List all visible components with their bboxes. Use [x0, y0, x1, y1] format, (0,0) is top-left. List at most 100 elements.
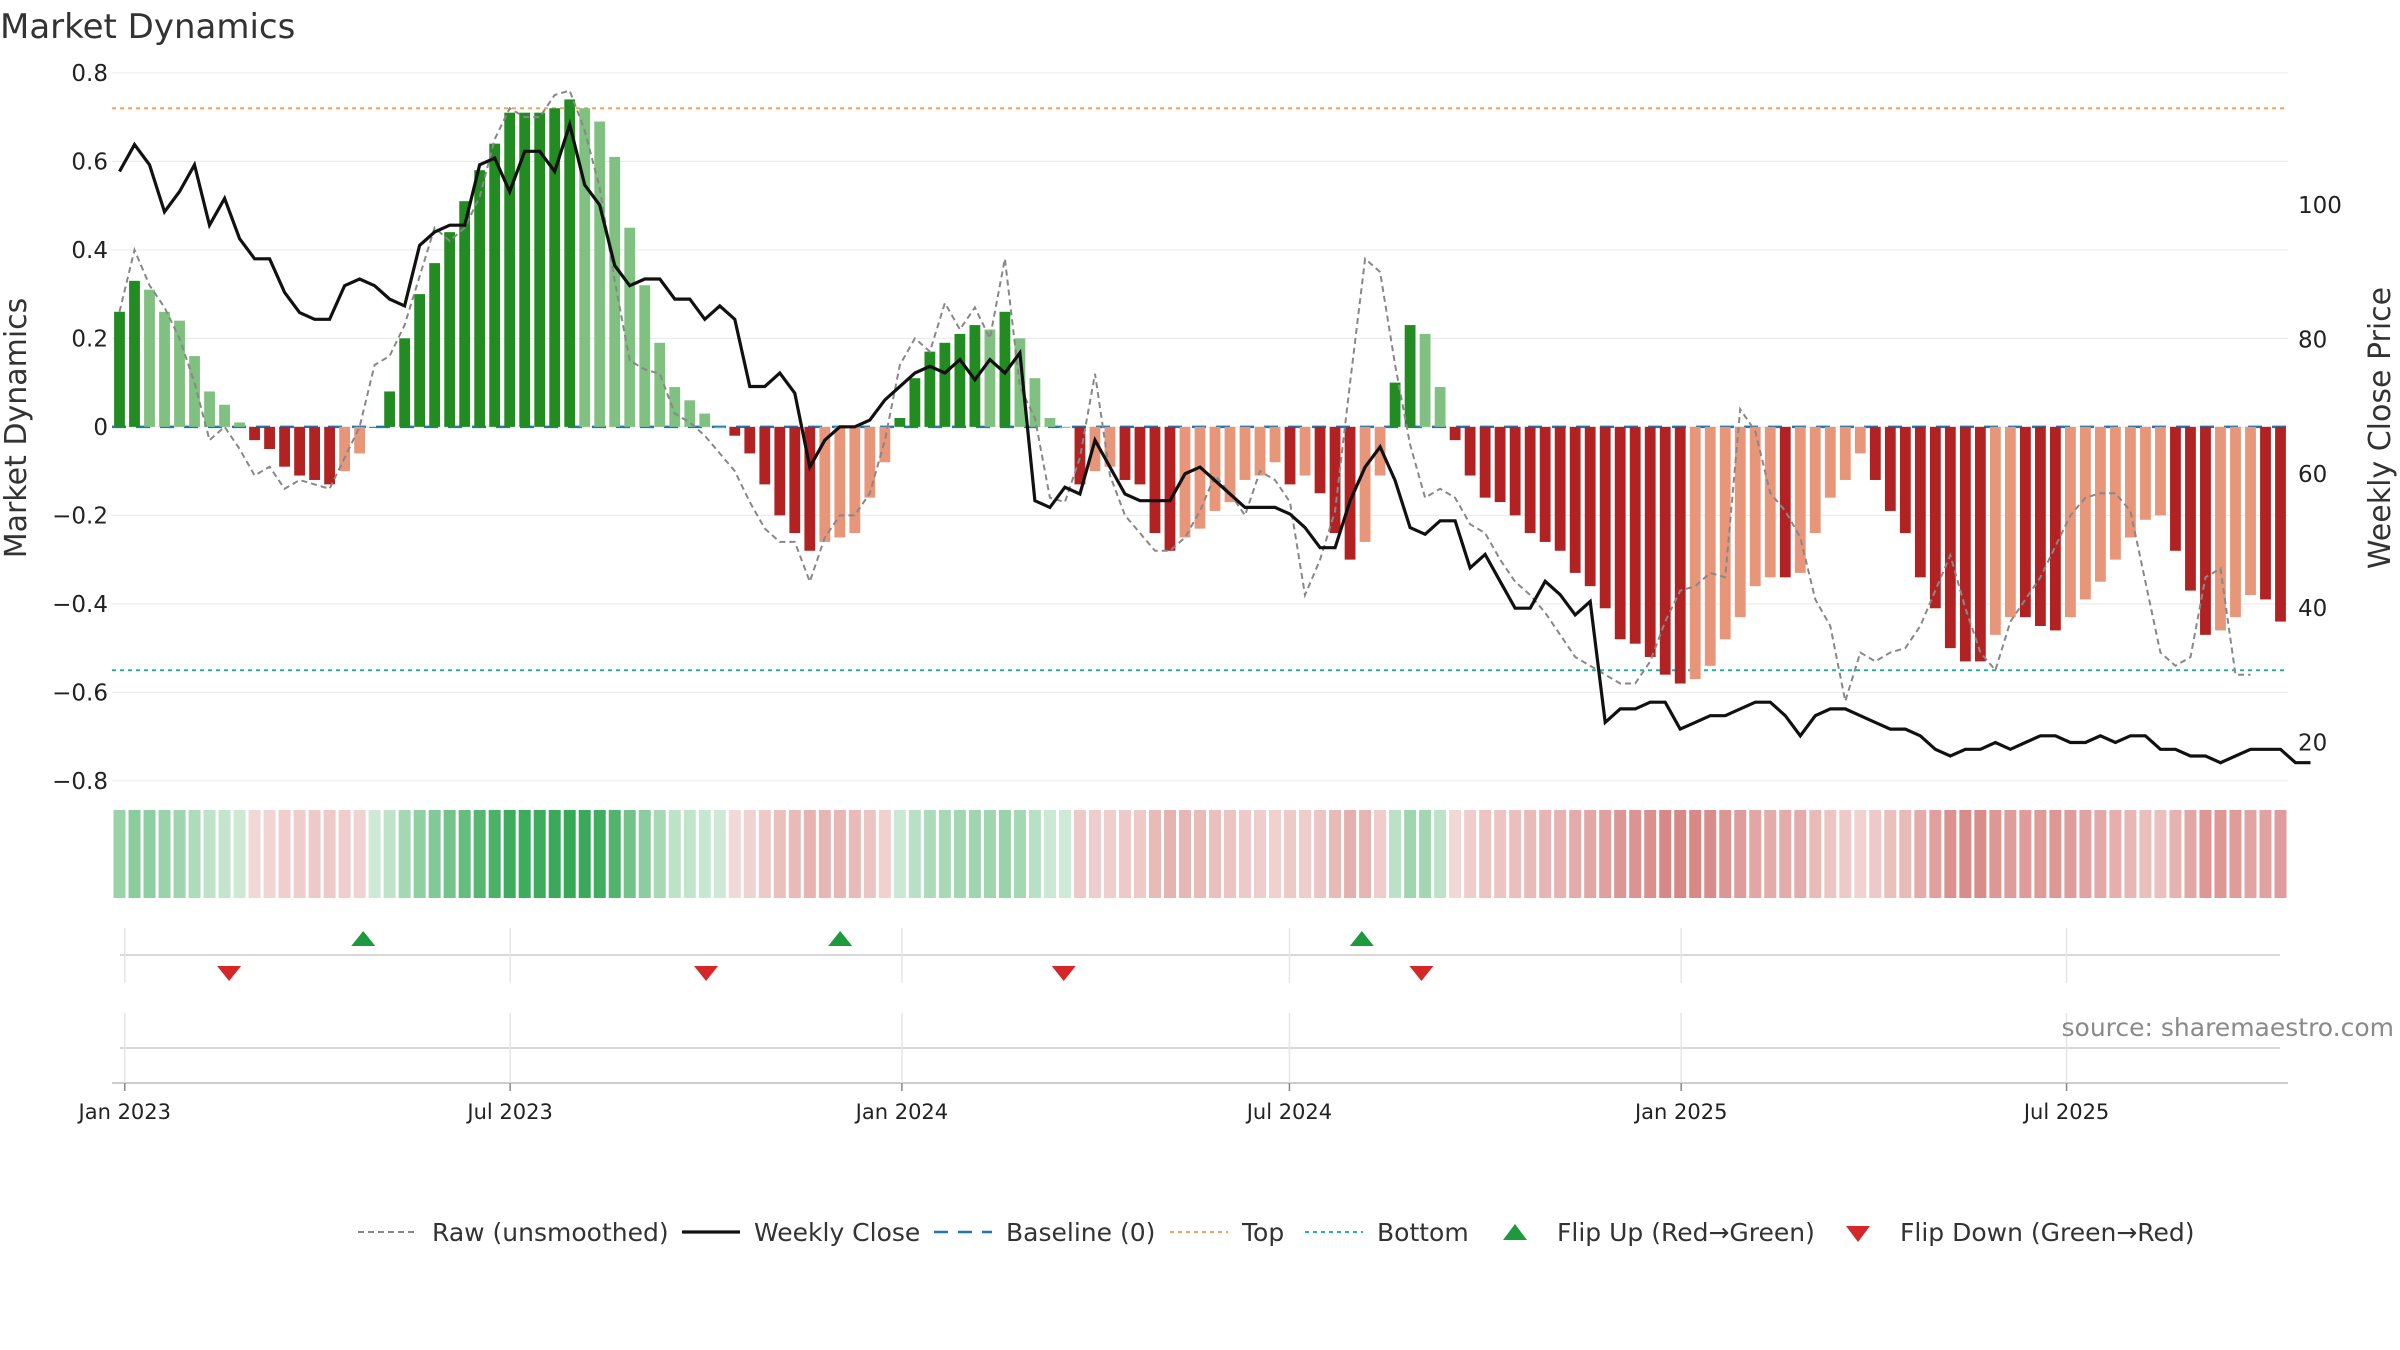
regime-strip-cell: [653, 810, 666, 898]
x-tick-label: Jan 2025: [1633, 1100, 1728, 1124]
dynamics-bar: [219, 404, 230, 427]
dynamics-bar: [249, 426, 260, 441]
regime-strip-cell: [488, 810, 501, 898]
regime-strip-cell: [1809, 810, 1822, 898]
regime-strip-cell: [818, 810, 831, 898]
dynamics-bar: [354, 426, 366, 454]
dynamics-bar: [2260, 426, 2271, 600]
series-lines: [118, 89, 2311, 765]
dynamics-bar: [144, 289, 155, 427]
regime-strip-cell: [233, 810, 246, 898]
regime-strip-cell: [473, 810, 486, 898]
regime-strip-cell: [1989, 810, 2002, 898]
dynamics-bar: [1689, 426, 1701, 680]
regime-strip-cell: [353, 810, 366, 898]
regime-strip-cell: [563, 810, 576, 898]
regime-strip-cell: [1854, 810, 1867, 898]
dynamics-bar: [2155, 426, 2166, 516]
dynamics-bar: [2185, 426, 2196, 591]
regime-strip-cell: [938, 810, 951, 898]
regime-strip-cell: [443, 810, 456, 898]
dynamics-bar: [1749, 426, 1761, 587]
dynamics-bar: [2230, 426, 2241, 618]
dynamics-bar: [1494, 426, 1506, 503]
regime-strip-cell: [458, 810, 471, 898]
regime-strip-cell: [638, 810, 651, 898]
regime-strip-cell: [1824, 810, 1837, 898]
dynamics-bar: [1314, 426, 1326, 494]
regime-strip-cell: [2109, 810, 2122, 898]
regime-strip-cell: [698, 810, 711, 898]
dynamics-bar: [909, 378, 921, 427]
regime-strip-cell: [1148, 810, 1161, 898]
regime-strip-cell: [1299, 810, 1312, 898]
regime-strip-cell: [2004, 810, 2017, 898]
dynamics-bar: [609, 156, 621, 427]
regime-strip-cell: [1959, 810, 1972, 898]
dynamics-bar: [384, 391, 396, 427]
dynamics-bar: [1524, 426, 1536, 534]
regime-strip-cell: [983, 810, 996, 898]
regime-strip-cell: [218, 810, 231, 898]
y2-tick-label: 80: [2298, 327, 2327, 353]
dynamics-bar: [159, 311, 170, 427]
dynamics-bar: [1569, 426, 1581, 573]
y-tick-label: −0.8: [52, 769, 108, 795]
dynamics-bar: [714, 426, 726, 428]
legend-label: Weekly Close: [754, 1218, 920, 1247]
dynamics-bar: [444, 232, 456, 427]
dynamics-bar: [699, 413, 711, 427]
regime-strip-cell: [278, 810, 291, 898]
dynamics-bar: [1344, 426, 1356, 560]
regime-strip-cell: [1779, 810, 1792, 898]
y2-tick-label: 100: [2298, 193, 2342, 219]
dynamics-bar: [1029, 378, 1041, 427]
dynamics-bar: [849, 426, 861, 534]
dynamics-bar: [1404, 325, 1416, 427]
dynamics-bar: [1959, 426, 1971, 662]
y-tick-label: 0.8: [71, 61, 108, 87]
regime-strip-cell: [1839, 810, 1852, 898]
dynamics-bar: [789, 426, 801, 534]
dynamics-bar: [1794, 426, 1806, 573]
regime-strip-cell: [1554, 810, 1567, 898]
regime-strip-cell: [878, 810, 891, 898]
regime-strip-cell: [2049, 810, 2062, 898]
flip-down-marker: [1409, 966, 1434, 981]
regime-strip-cell: [2244, 810, 2257, 898]
dynamics-bar: [1674, 426, 1686, 684]
regime-strip-cell: [1419, 810, 1432, 898]
regime-strip-cell: [803, 810, 816, 898]
regime-strip-cell: [953, 810, 966, 898]
dynamics-bar: [2080, 426, 2091, 600]
regime-strip-cell: [1584, 810, 1597, 898]
dynamics-bar: [1269, 426, 1281, 463]
dynamics-bar: [1899, 426, 1911, 534]
dynamics-bar: [1614, 426, 1626, 640]
dynamics-bar: [579, 108, 591, 427]
dynamics-bar: [1329, 426, 1341, 534]
flip-down-marker: [217, 966, 242, 981]
dynamics-bar: [474, 170, 486, 427]
dynamics-bar: [1764, 426, 1776, 578]
regime-strip-cell: [683, 810, 696, 898]
dynamics-bar: [729, 426, 741, 436]
regime-strip-cell: [1914, 810, 1927, 898]
y-axis-title: Market Dynamics: [0, 298, 34, 559]
regime-strip-cell: [1269, 810, 1282, 898]
regime-strip-cell: [1163, 810, 1176, 898]
y2-tick-label: 40: [2298, 596, 2327, 622]
regime-strip-cell: [1178, 810, 1191, 898]
dynamics-bar: [1599, 426, 1611, 609]
dynamics-bar: [1554, 426, 1566, 551]
dynamics-bar: [684, 400, 696, 427]
dynamics-bar: [1944, 426, 1956, 649]
regime-strip-cell: [743, 810, 756, 898]
dynamics-bar: [114, 311, 125, 427]
regime-strip-cell: [188, 810, 201, 898]
regime-strip-cell: [1329, 810, 1342, 898]
dynamics-bar: [999, 311, 1011, 427]
dynamics-bar: [1359, 426, 1371, 542]
dynamics-bar: [1284, 426, 1296, 485]
dynamics-bar: [1194, 426, 1206, 529]
